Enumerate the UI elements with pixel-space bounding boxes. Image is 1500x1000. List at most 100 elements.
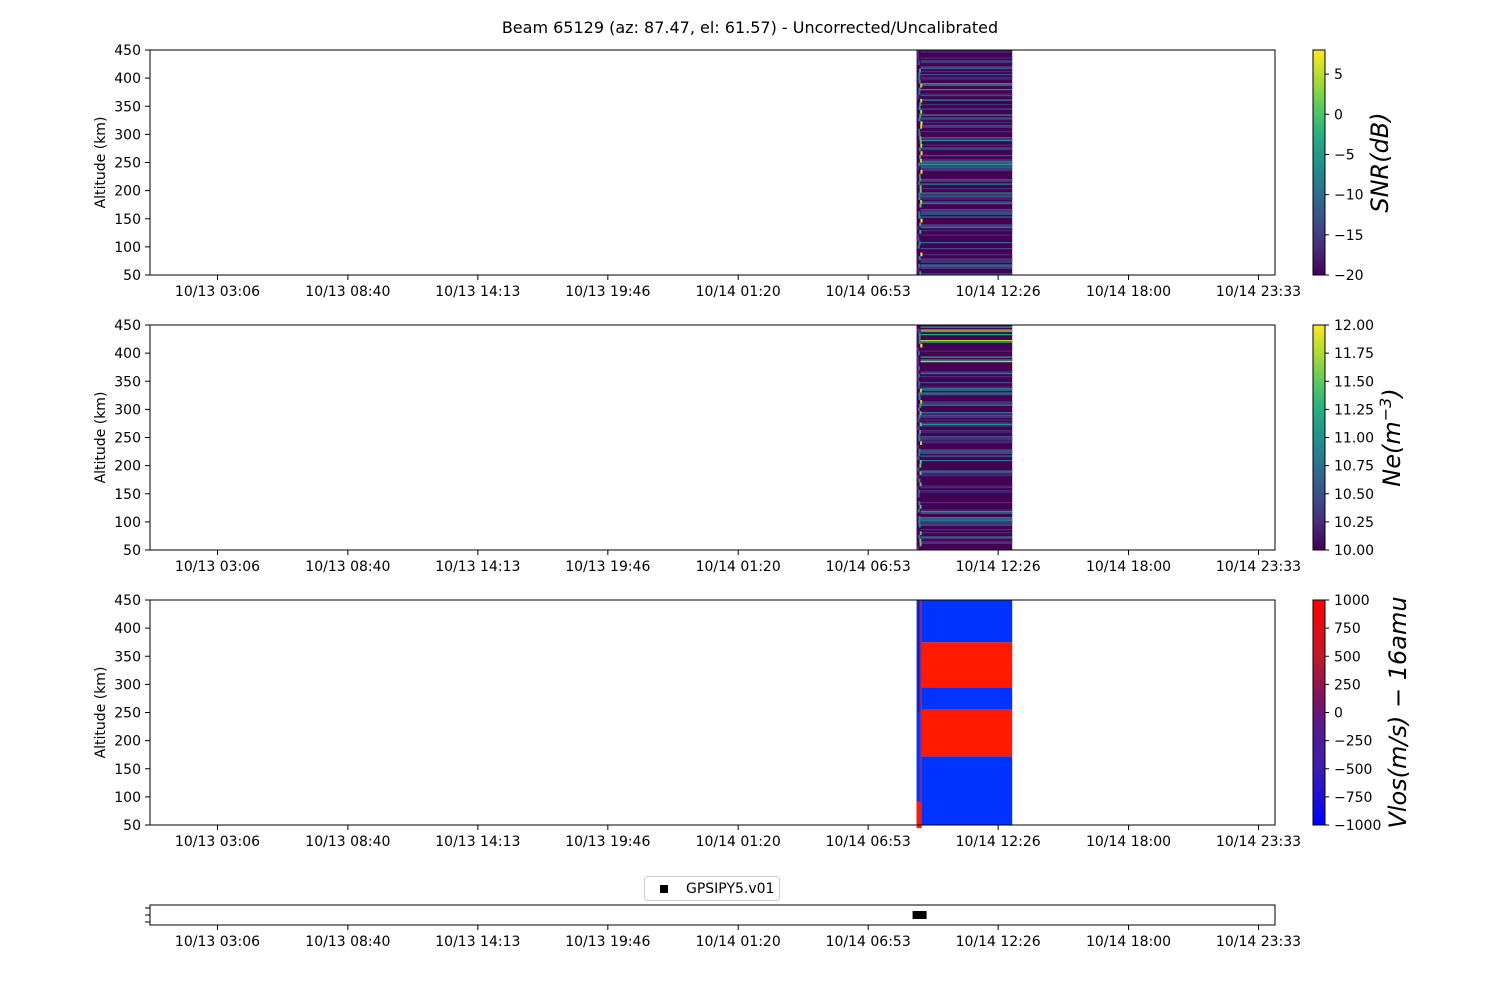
vlos-ytick-label: 450 [114, 593, 141, 609]
snr-edge-cell [918, 91, 921, 95]
snr-cell-row [920, 162, 1013, 164]
ne-edge-cell [917, 508, 920, 513]
snr-colorbar [1312, 49, 1326, 276]
ne-edge-cell [917, 370, 920, 374]
vlos-xtick-label: 10/13 08:40 [305, 834, 390, 850]
snr-xtick-label: 10/14 12:26 [956, 284, 1041, 300]
snr-cell-row [920, 183, 1013, 185]
snr-ytick-label: 350 [114, 99, 141, 115]
ne-cell-row [920, 356, 1013, 358]
ne-cell-row [920, 460, 1013, 462]
ne-cell-row [920, 542, 1013, 544]
ne-cell-row [920, 437, 1013, 439]
snr-cell-row [920, 201, 1013, 203]
snr-edge-cell [918, 147, 921, 152]
snr-edge-cell [919, 155, 922, 159]
ne-ylabel: Altitude (km) [93, 392, 109, 484]
ne-cell-row [920, 475, 1013, 477]
snr-edge-cell [917, 61, 920, 65]
snr-xtick-label: 10/13 03:06 [175, 284, 260, 300]
snr-edge-cell [918, 117, 921, 122]
ne-cell-row [920, 404, 1013, 406]
snr-edge-cell [919, 136, 922, 140]
snr-cell-row [920, 234, 1013, 236]
ne-edge-cell [919, 531, 922, 535]
snr-edge-cell [916, 207, 919, 212]
ne-edge-cell [917, 418, 920, 423]
vlos-edge-mix [919, 600, 922, 825]
snr-edge-cell [919, 140, 922, 144]
receiver-xtick-label: 10/13 08:40 [305, 934, 390, 950]
ne-edge-cell [918, 478, 921, 483]
receiver-xtick-label: 10/14 01:20 [696, 934, 781, 950]
ne-cell-row [920, 401, 1013, 403]
snr-cell-row [920, 210, 1013, 212]
snr-edge-cell [916, 53, 919, 58]
ne-cell-row [920, 455, 1013, 457]
snr-edge-cell [920, 121, 923, 125]
ne-edge-cell [916, 355, 919, 359]
vlos-colorbar-tick-label: −1000 [1334, 818, 1381, 834]
snr-cell-row [920, 230, 1013, 232]
ne-cell-row [920, 341, 1013, 343]
snr-cell-row [920, 104, 1013, 106]
ne-cell-row [920, 532, 1013, 534]
snr-cell-row [920, 66, 1013, 68]
snr-edge-cell [920, 98, 923, 103]
ne-edge-cell [920, 343, 923, 348]
vlos-xtick-label: 10/14 12:26 [956, 834, 1041, 850]
ne-colorbar-tick-label: 11.25 [1334, 402, 1374, 418]
snr-edge-cell [920, 125, 923, 129]
snr-edge-cell [918, 196, 921, 200]
snr-cell-row [920, 194, 1013, 196]
ne-edge-cell [917, 426, 920, 430]
snr-edge-cell [917, 267, 920, 272]
snr-edge-cell [917, 57, 920, 62]
ne-ytick-label: 150 [114, 487, 141, 503]
snr-cell-row [920, 167, 1013, 169]
ne-edge-cell [916, 377, 919, 382]
snr-edge-cell [920, 151, 923, 155]
ne-edge-cell [918, 448, 921, 453]
ne-edge-cell [919, 388, 922, 393]
ne-xtick-label: 10/14 23:33 [1216, 559, 1301, 575]
ne-axes-frame [149, 324, 1276, 551]
vlos-band [921, 709, 1013, 757]
ne-cell-row [920, 326, 1013, 328]
snr-edge-cell [920, 218, 923, 223]
vlos-ytick-label: 350 [114, 649, 141, 665]
vlos-colorbar-tick-label: −500 [1334, 762, 1372, 778]
snr-edge-cell [919, 188, 922, 193]
snr-cell-row [920, 117, 1013, 119]
snr-edge-cell [916, 65, 919, 69]
ne-cell-row [920, 388, 1013, 390]
ne-cell-row [920, 389, 1013, 391]
ne-cell-row [920, 439, 1013, 441]
receiver-xtick-label: 10/14 06:53 [826, 934, 911, 950]
ne-edge-cell [916, 486, 919, 490]
snr-cell-row [920, 264, 1013, 266]
snr-cell-row [920, 71, 1013, 73]
receiver-xtick-label: 10/14 12:26 [956, 934, 1041, 950]
ne-cell-row [920, 350, 1013, 352]
snr-edge-cell [918, 173, 921, 178]
ne-cell-row [920, 442, 1013, 444]
snr-cell-row [920, 57, 1013, 59]
snr-ytick-label: 250 [114, 156, 141, 172]
vlos-edge-red [916, 801, 922, 829]
snr-edge-cell [918, 68, 921, 73]
snr-cell-row [920, 131, 1013, 133]
snr-ytick-label: 200 [114, 184, 141, 200]
snr-ytick-label: 50 [123, 268, 141, 284]
ne-edge-cell [918, 433, 921, 438]
snr-cell-row [920, 99, 1013, 101]
ne-edge-cell [916, 512, 919, 517]
ne-edge-cell [919, 460, 922, 464]
ne-colorbar-tick-label: 10.75 [1334, 459, 1374, 475]
snr-cell-row [920, 159, 1013, 161]
snr-cell-row [920, 68, 1013, 70]
ne-cell-row [920, 412, 1013, 414]
vlos-ytick-label: 50 [123, 818, 141, 834]
snr-cell-row [920, 254, 1013, 256]
